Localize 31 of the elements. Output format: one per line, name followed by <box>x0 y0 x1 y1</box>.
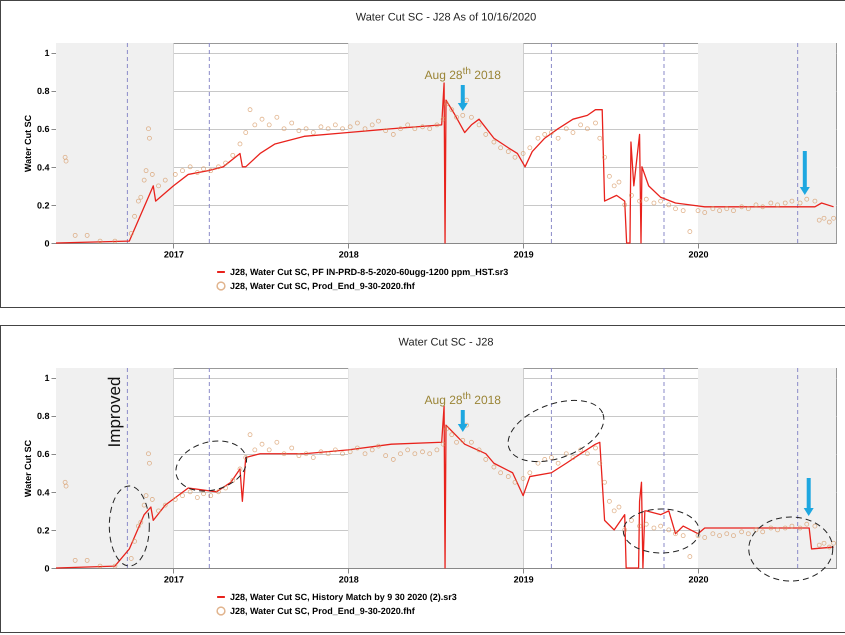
y-tick-label: 0.6 <box>36 449 50 460</box>
y-tick-label: 0.8 <box>36 86 50 96</box>
y-tick-label: 0.4 <box>36 162 50 172</box>
annotation: Improved <box>104 376 124 448</box>
x-tick-label: 2020 <box>688 250 709 260</box>
x-tick-label: 2017 <box>164 574 184 584</box>
y-tick-label: 0 <box>44 238 50 248</box>
legend-label: J28, Water Cut SC, History Match by 9 30 2020 (2).sr3 <box>230 592 457 602</box>
legend-label: J28, Water Cut SC, Prod_End_9-30-2020.fhf <box>230 281 416 291</box>
y-tick-label: 0.4 <box>36 487 50 498</box>
y-tick-label: 0 <box>44 564 50 574</box>
x-tick-label: 2018 <box>338 574 359 584</box>
annotation: Aug 28$^{th}$ 2018 <box>424 391 501 407</box>
y-tick-label: 0.2 <box>36 200 50 210</box>
legend-label: J28, Water Cut SC, Prod_End_9-30-2020.fhf <box>230 606 416 616</box>
y-axis-title: Water Cut SC <box>22 114 33 172</box>
x-tick-label: 2018 <box>338 250 359 260</box>
x-tick-label: 2019 <box>514 574 534 584</box>
y-axis-title: Water Cut SC <box>22 439 33 498</box>
y-tick-label: 1 <box>44 373 50 384</box>
chart-title: Water Cut SC - J28 <box>398 336 494 348</box>
x-tick-label: 2020 <box>688 574 709 584</box>
chart-title: Water Cut SC - J28 As of 10/16/2020 <box>356 12 536 24</box>
x-tick-label: 2019 <box>514 250 534 260</box>
x-tick-label: 2017 <box>164 250 184 260</box>
y-tick-label: 0.2 <box>36 525 50 536</box>
y-tick-label: 1 <box>44 48 50 58</box>
y-tick-label: 0.6 <box>36 124 50 134</box>
legend-label: J28, Water Cut SC, PF IN-PRD-8-5-2020-60ugg-1200 ppm_HST.sr3 <box>230 267 508 277</box>
annotation: Aug 28$^{th}$ 2018 <box>424 66 501 82</box>
y-tick-label: 0.8 <box>36 411 50 422</box>
